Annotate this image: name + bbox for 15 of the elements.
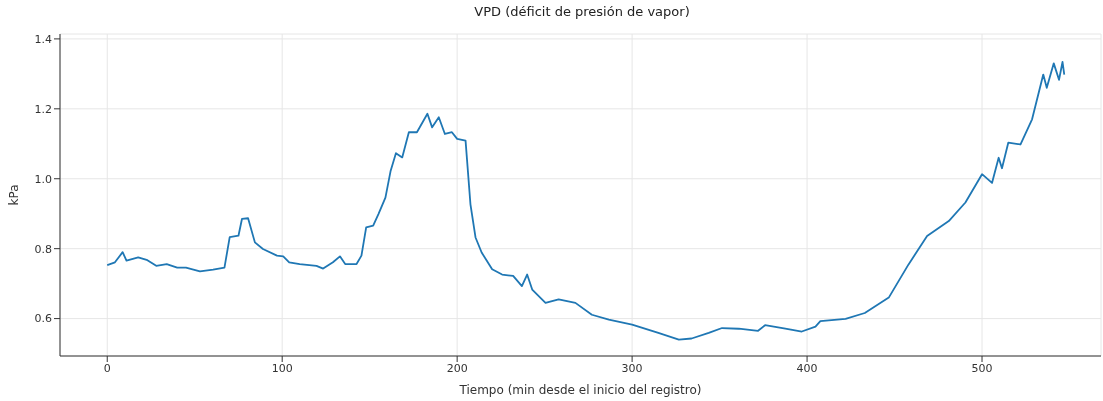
x-tick-label: 0: [103, 361, 111, 375]
chart-title: VPD (déficit de presión de vapor): [473, 4, 691, 19]
y-tick-label: 1.0: [34, 172, 52, 186]
y-tick-label: 0.8: [34, 242, 52, 256]
line-series: [106, 61, 1066, 341]
y-tick-label: 1.4: [34, 32, 52, 46]
x-tick-label: 100: [271, 361, 293, 375]
y-axis-title: kPa: [7, 184, 22, 206]
y-tick-label: 0.6: [34, 312, 52, 326]
x-tick-label: 300: [621, 361, 643, 375]
x-tick-label: 500: [971, 361, 993, 375]
x-axis-title: Tiempo (min desde el inicio del registro): [458, 383, 702, 397]
y-tick-label: 1.2: [34, 102, 52, 116]
x-tick-label: 200: [446, 361, 468, 375]
x-tick-label: 400: [796, 361, 818, 375]
